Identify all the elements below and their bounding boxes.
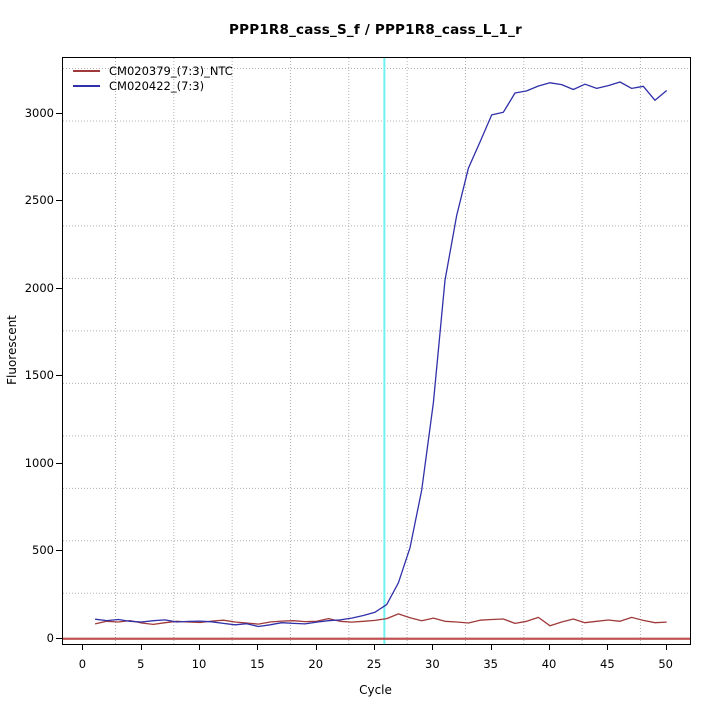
x-tick-mark (490, 644, 492, 650)
x-tick-mark (199, 644, 201, 650)
legend-line-swatch-blue (73, 85, 100, 87)
y-tick-mark (56, 550, 62, 552)
legend-line-swatch-red (73, 70, 100, 72)
legend-label-sample: CM020422_(7:3) (109, 79, 205, 93)
series-line-0 (94, 613, 667, 627)
x-tick-label: 25 (366, 657, 382, 671)
x-tick-mark (257, 644, 259, 650)
x-tick-label: 5 (137, 657, 145, 671)
y-tick-label: 2500 (24, 193, 54, 208)
y-tick-mark (56, 375, 62, 377)
legend: CM020379_(7:3)_NTC CM020422_(7:3) (73, 64, 233, 93)
x-tick-mark (82, 644, 84, 650)
x-tick-mark (315, 644, 317, 650)
x-axis-title: Cycle (359, 683, 392, 697)
y-tick-label: 1500 (24, 368, 54, 383)
x-tick-label: 10 (191, 657, 207, 671)
x-tick-label: 30 (425, 657, 440, 671)
y-tick-label: 0 (46, 630, 54, 645)
x-tick-mark (140, 644, 142, 650)
y-tick-mark (56, 112, 62, 114)
y-tick-mark (56, 462, 62, 464)
series-line-1 (95, 81, 668, 628)
plot-area: CM020379_(7:3)_NTC CM020422_(7:3) (62, 57, 691, 645)
chart-title: PPP1R8_cass_S_f / PPP1R8_cass_L_1_r (229, 22, 522, 38)
x-tick-label: 0 (78, 657, 87, 671)
x-tick-label: 20 (308, 657, 324, 671)
x-tick-mark (665, 644, 667, 650)
x-tick-label: 50 (658, 657, 673, 671)
y-tick-mark (56, 287, 62, 289)
x-tick-label: 45 (600, 657, 615, 671)
x-tick-label: 35 (483, 657, 499, 671)
y-tick-mark (56, 637, 62, 639)
x-tick-mark (549, 644, 551, 650)
y-tick-mark (56, 200, 62, 202)
legend-entry-sample: CM020422_(7:3) (73, 79, 233, 93)
legend-label-ntc: CM020379_(7:3)_NTC (109, 64, 233, 78)
x-tick-mark (374, 644, 376, 650)
y-tick-label: 500 (32, 543, 54, 558)
x-tick-mark (432, 644, 434, 650)
legend-entry-ntc: CM020379_(7:3)_NTC (73, 64, 233, 78)
x-tick-label: 40 (541, 657, 557, 671)
y-tick-label: 1000 (24, 455, 54, 470)
y-tick-label: 3000 (24, 105, 54, 120)
x-tick-mark (607, 644, 609, 650)
plot-canvas (63, 58, 690, 644)
x-tick-label: 15 (250, 657, 265, 671)
y-tick-label: 2000 (24, 280, 54, 295)
